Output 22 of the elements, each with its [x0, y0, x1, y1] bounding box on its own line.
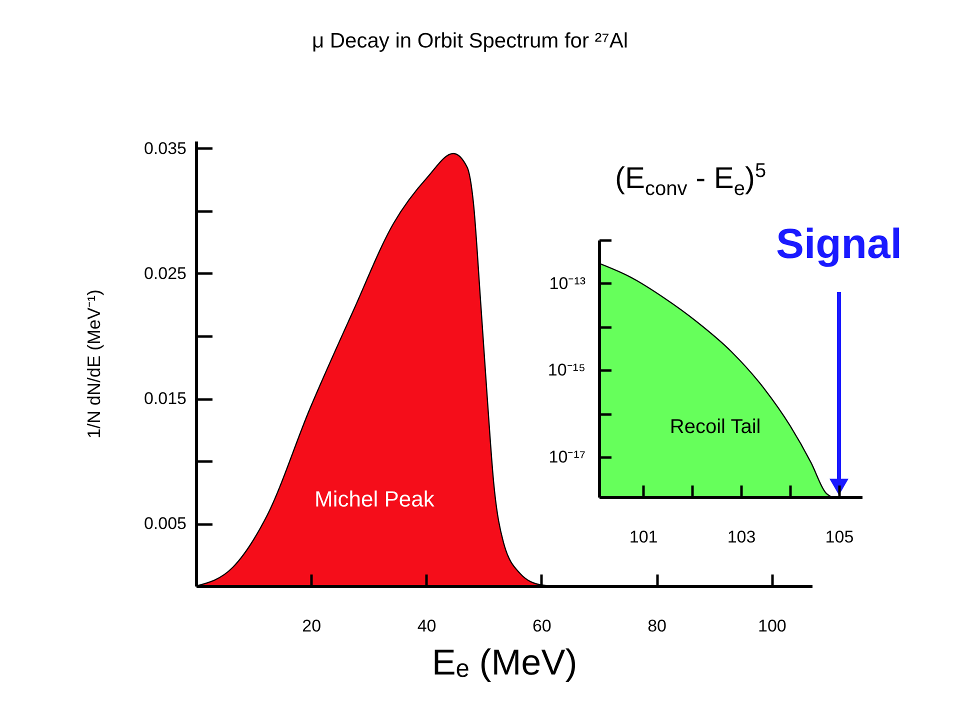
y-tick-label: 0.035 — [144, 139, 186, 158]
x-tick-label: 101 — [629, 528, 658, 546]
x-tick-label: 100 — [758, 616, 786, 636]
x-tick-label: 20 — [302, 616, 322, 636]
y-tick-label: 10⁻¹⁵ — [548, 360, 586, 380]
series-label: Recoil Tail — [670, 416, 761, 438]
annotation: (E$_{conv}$ - E$_{e}$)$^{5}$ — [615, 160, 766, 201]
y-tick-label: 0.025 — [144, 264, 186, 283]
chart-title: μ Decay in Orbit Spectrum for ²⁷Al — [312, 30, 628, 52]
x-tick-label: 103 — [727, 528, 756, 546]
y-tick-label: 0.005 — [144, 514, 186, 533]
y-tick-label: 10⁻¹³ — [549, 274, 586, 293]
y-tick-label: 10⁻¹⁷ — [548, 448, 586, 467]
x-axis-title: Eₑ (MeV) — [432, 642, 578, 682]
ref-line-label: Signal — [776, 220, 902, 267]
y-axis-title: 1/N dN/dE (MeV⁻¹) — [84, 289, 104, 439]
x-tick-label: 80 — [648, 616, 667, 636]
y-tick-label: 0.015 — [144, 389, 186, 408]
x-tick-label: 105 — [825, 528, 854, 546]
x-tick-label: 60 — [532, 616, 552, 636]
series-label: Michel Peak — [314, 486, 436, 512]
x-tick-label: 40 — [417, 616, 436, 636]
